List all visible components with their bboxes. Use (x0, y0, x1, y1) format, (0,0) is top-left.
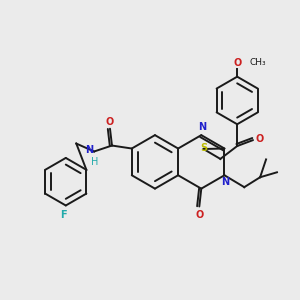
Text: N: N (221, 177, 230, 187)
Text: H: H (92, 158, 99, 167)
Text: O: O (255, 134, 263, 144)
Text: N: N (198, 122, 206, 132)
Text: N: N (85, 146, 93, 155)
Text: O: O (233, 58, 241, 68)
Text: S: S (200, 143, 207, 153)
Text: F: F (61, 210, 67, 220)
Text: O: O (195, 210, 203, 220)
Text: CH₃: CH₃ (249, 58, 266, 67)
Text: O: O (106, 117, 114, 127)
